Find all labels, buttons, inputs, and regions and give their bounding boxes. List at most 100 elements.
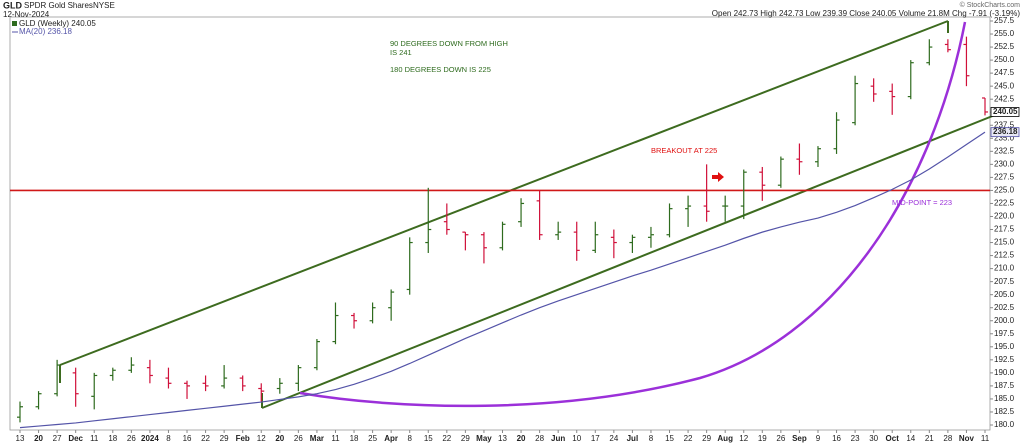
x-tick-label: 20 xyxy=(275,434,284,443)
y-tick-label: 210.0 xyxy=(994,264,1015,273)
x-tick-label: Jul xyxy=(627,434,639,443)
x-tick-label: 13 xyxy=(498,434,507,443)
y-tick-label: 217.5 xyxy=(994,225,1015,234)
y-tick-label: 235.0 xyxy=(994,133,1015,142)
x-tick-label: 29 xyxy=(461,434,470,443)
annotation: MID-POINT = 223 xyxy=(892,198,952,207)
x-tick-label: 22 xyxy=(201,434,210,443)
x-tick-label: 25 xyxy=(368,434,377,443)
x-tick-label: 9 xyxy=(816,434,821,443)
annotation: 180 DEGREES DOWN IS 225 xyxy=(390,65,491,74)
y-tick-label: 247.5 xyxy=(994,68,1015,77)
y-tick-label: 227.5 xyxy=(994,172,1015,181)
y-tick-label: 250.0 xyxy=(994,55,1015,64)
x-tick-label: 24 xyxy=(609,434,618,443)
x-tick-label: May xyxy=(476,434,492,443)
x-tick-label: 30 xyxy=(869,434,878,443)
x-tick-label: 14 xyxy=(906,434,915,443)
x-tick-label: 11 xyxy=(90,434,99,443)
x-tick-label: 29 xyxy=(220,434,229,443)
y-tick-label: 187.5 xyxy=(994,381,1015,390)
annotation: BREAKOUT AT 225 xyxy=(651,146,717,155)
y-tick-label: 237.5 xyxy=(994,120,1015,129)
legend-price: GLD (Weekly) 240.05 xyxy=(19,19,96,28)
x-tick-label: 21 xyxy=(925,434,934,443)
x-tick-label: 11 xyxy=(981,434,990,443)
y-tick-label: 185.0 xyxy=(994,394,1015,403)
x-tick-label: 22 xyxy=(684,434,693,443)
legend-swatch xyxy=(12,21,17,26)
price-tag xyxy=(990,107,1020,117)
x-tick-label: 16 xyxy=(832,434,841,443)
x-tick-label: Sep xyxy=(792,434,807,443)
quote: Open 242.73 High 242.73 Low 239.39 Close… xyxy=(712,9,1021,18)
y-tick-label: 190.0 xyxy=(994,368,1015,377)
price-tag-label: 236.18 xyxy=(993,127,1018,136)
y-tick-label: 242.5 xyxy=(994,94,1015,103)
x-tick-label: 12 xyxy=(257,434,266,443)
y-tick-label: 232.5 xyxy=(994,146,1015,155)
x-tick-label: Oct xyxy=(886,434,900,443)
ma-line xyxy=(19,131,986,429)
x-tick-label: 17 xyxy=(591,434,600,443)
x-tick-label: 12 xyxy=(739,434,748,443)
x-tick-label: 2024 xyxy=(141,434,159,443)
x-tick-label: Feb xyxy=(236,434,250,443)
symbol: GLD xyxy=(3,0,22,10)
y-tick-label: 245.0 xyxy=(994,81,1015,90)
y-tick-label: 212.5 xyxy=(994,251,1015,260)
y-tick-label: 202.5 xyxy=(994,303,1015,312)
marks: 180.0 182.5 185.0 187.5 190.0 192.5 195.0 197.5… xyxy=(10,16,1020,443)
arc xyxy=(299,21,967,408)
annotation: IS 241 xyxy=(390,48,412,57)
plot-frame xyxy=(9,16,991,431)
y-tick-label: 182.5 xyxy=(994,407,1015,416)
x-tick-label: 8 xyxy=(166,434,171,443)
y-tick-label: 200.0 xyxy=(994,316,1015,325)
x-tick-label: 16 xyxy=(183,434,192,443)
x-tick-label: 28 xyxy=(535,434,544,443)
y-tick-label: 207.5 xyxy=(994,277,1015,286)
legend-ma: MA(20) 236.18 xyxy=(19,27,72,36)
x-tick-label: 22 xyxy=(442,434,451,443)
price-tag xyxy=(990,127,1020,138)
y-tick-label: 215.0 xyxy=(994,238,1015,247)
y-tick-label: 225.0 xyxy=(994,186,1015,195)
x-tick-label: 26 xyxy=(294,434,303,443)
x-tick-label: 11 xyxy=(331,434,340,443)
x-tick-label: 29 xyxy=(702,434,711,443)
x-tick-label: 28 xyxy=(943,434,952,443)
x-tick-label: 10 xyxy=(572,434,581,443)
x-tick-label: 20 xyxy=(517,434,526,443)
y-tick-label: 257.5 xyxy=(994,16,1015,25)
y-tick-label: 192.5 xyxy=(994,355,1015,364)
security-name: SPDR Gold Shares xyxy=(24,1,93,10)
x-tick-label: 8 xyxy=(649,434,654,443)
annotation: 90 DEGREES DOWN FROM HIGH xyxy=(390,39,508,48)
x-tick-label: Mar xyxy=(310,434,324,443)
y-tick-label: 255.0 xyxy=(994,29,1015,38)
x-tick-label: 18 xyxy=(350,434,359,443)
x-tick-label: 27 xyxy=(53,434,62,443)
x-tick-label: 20 xyxy=(34,434,43,443)
x-tick-label: 18 xyxy=(108,434,117,443)
trend-lower xyxy=(261,112,1001,409)
y-tick-label: 180.0 xyxy=(994,420,1015,429)
price-tag-label: 240.05 xyxy=(993,107,1018,116)
x-tick-label: 23 xyxy=(851,434,860,443)
x-tick-label: 15 xyxy=(665,434,674,443)
x-tick-label: Apr xyxy=(384,434,398,443)
x-tick-label: 8 xyxy=(407,434,412,443)
x-tick-label: Aug xyxy=(717,434,733,443)
exchange: NYSE xyxy=(93,1,115,10)
x-tick-label: Nov xyxy=(959,434,975,443)
x-tick-label: 13 xyxy=(16,434,25,443)
x-tick-label: 26 xyxy=(776,434,785,443)
x-tick-label: 15 xyxy=(424,434,433,443)
y-tick-label: 220.0 xyxy=(994,212,1015,221)
arrow xyxy=(712,172,724,182)
y-tick-label: 230.0 xyxy=(994,159,1015,168)
trend-upper xyxy=(59,20,949,366)
y-tick-label: 197.5 xyxy=(994,329,1015,338)
